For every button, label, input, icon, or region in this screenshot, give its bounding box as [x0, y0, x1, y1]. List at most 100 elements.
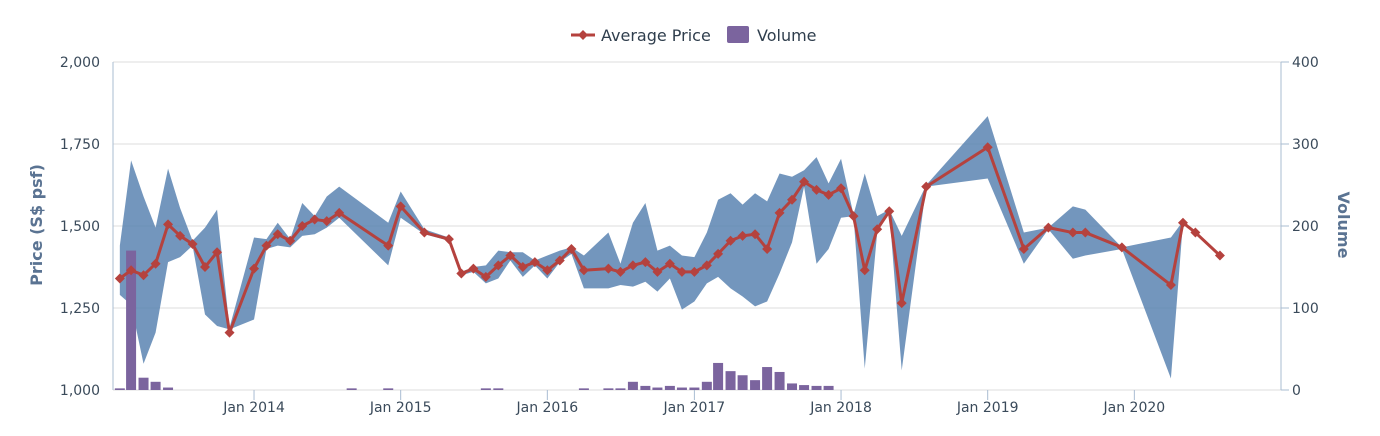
price-point[interactable] — [799, 176, 810, 187]
legend[interactable]: Average Price Volume — [571, 26, 817, 45]
price-point[interactable] — [261, 240, 272, 251]
price-point[interactable] — [872, 224, 883, 235]
price-point[interactable] — [664, 258, 675, 269]
price-point[interactable] — [212, 247, 223, 258]
price-point[interactable] — [505, 250, 516, 261]
price-point[interactable] — [529, 257, 540, 268]
price-point[interactable] — [823, 189, 834, 200]
price-point[interactable] — [383, 240, 394, 251]
price-point[interactable] — [725, 235, 736, 246]
price-point[interactable] — [175, 230, 186, 241]
volume-bar[interactable] — [701, 381, 712, 390]
price-point[interactable] — [419, 227, 430, 238]
price-point[interactable] — [1080, 227, 1091, 238]
volume-bar[interactable] — [493, 388, 504, 390]
price-point[interactable] — [517, 262, 528, 272]
volume-bar[interactable] — [664, 385, 675, 390]
price-point[interactable] — [627, 260, 638, 271]
volume-bar[interactable] — [114, 388, 125, 390]
price-point[interactable] — [762, 243, 773, 254]
price-point[interactable] — [689, 266, 700, 277]
price-point[interactable] — [1165, 280, 1176, 291]
legend-item-average-price[interactable]: Average Price — [571, 26, 711, 45]
volume-bar[interactable] — [126, 250, 137, 390]
price-point[interactable] — [787, 194, 798, 205]
price-point[interactable] — [272, 229, 283, 240]
price-point[interactable] — [395, 201, 406, 212]
volume-bar[interactable] — [823, 385, 834, 390]
volume-bar[interactable] — [725, 371, 736, 390]
price-point[interactable] — [200, 262, 211, 272]
price-point[interactable] — [836, 183, 847, 194]
volume-bar[interactable] — [603, 388, 614, 390]
volume-bar[interactable] — [652, 387, 663, 390]
price-point[interactable] — [285, 235, 296, 246]
volume-bar[interactable] — [640, 385, 651, 390]
price-point[interactable] — [713, 248, 724, 259]
price-point[interactable] — [603, 263, 614, 274]
price-point[interactable] — [249, 263, 260, 274]
price-point[interactable] — [114, 273, 125, 284]
price-point[interactable] — [187, 239, 198, 250]
volume-bar[interactable] — [138, 377, 149, 390]
volume-bar[interactable] — [762, 367, 773, 390]
price-point[interactable] — [468, 263, 479, 274]
volume-bar[interactable] — [787, 383, 798, 390]
price-point[interactable] — [150, 258, 161, 269]
price-point[interactable] — [554, 255, 565, 266]
volume-bar[interactable] — [480, 388, 491, 390]
price-point[interactable] — [163, 219, 174, 230]
price-point[interactable] — [701, 260, 712, 271]
legend-item-volume[interactable]: Volume — [727, 26, 817, 45]
volume-bar[interactable] — [346, 388, 357, 390]
volume-bar[interactable] — [163, 387, 174, 390]
price-point[interactable] — [896, 298, 907, 309]
volume-bar[interactable] — [578, 388, 589, 390]
volume-bar[interactable] — [799, 385, 810, 390]
price-point[interactable] — [884, 206, 895, 217]
price-point[interactable] — [1177, 217, 1188, 228]
price-point[interactable] — [321, 216, 332, 227]
price-point[interactable] — [1214, 250, 1225, 261]
price-point[interactable] — [334, 207, 345, 218]
price-point[interactable] — [848, 211, 859, 222]
volume-bar[interactable] — [750, 380, 761, 390]
price-point[interactable] — [921, 181, 932, 192]
price-point[interactable] — [811, 184, 822, 195]
price-point[interactable] — [750, 229, 761, 240]
price-point[interactable] — [1190, 227, 1201, 238]
volume-bar[interactable] — [713, 362, 724, 390]
price-point[interactable] — [297, 221, 308, 231]
price-point[interactable] — [566, 243, 577, 254]
price-point[interactable] — [493, 260, 504, 271]
price-point[interactable] — [138, 270, 149, 281]
price-point[interactable] — [126, 265, 137, 276]
volume-bar[interactable] — [383, 388, 394, 390]
price-point[interactable] — [982, 142, 993, 153]
price-point[interactable] — [1116, 242, 1127, 253]
price-point[interactable] — [774, 207, 785, 218]
price-point[interactable] — [737, 230, 748, 241]
price-point[interactable] — [676, 266, 687, 277]
price-point[interactable] — [859, 265, 870, 276]
price-point[interactable] — [309, 214, 320, 225]
volume-bar[interactable] — [676, 387, 687, 390]
volume-bar[interactable] — [811, 385, 822, 390]
price-point[interactable] — [652, 266, 663, 277]
price-point[interactable] — [1043, 222, 1054, 233]
volume-bar[interactable] — [615, 388, 626, 390]
price-point[interactable] — [1067, 227, 1078, 238]
volume-bar[interactable] — [737, 375, 748, 390]
volume-bar[interactable] — [150, 381, 161, 390]
price-point[interactable] — [224, 327, 235, 338]
volume-bar[interactable] — [774, 371, 785, 390]
price-point[interactable] — [480, 271, 491, 282]
price-point[interactable] — [456, 268, 467, 279]
price-point[interactable] — [542, 265, 553, 276]
volume-bar[interactable] — [689, 387, 700, 390]
price-point[interactable] — [640, 257, 651, 268]
price-point[interactable] — [578, 265, 589, 276]
price-point[interactable] — [615, 266, 626, 277]
price-point[interactable] — [1018, 243, 1029, 254]
price-point[interactable] — [443, 234, 454, 245]
